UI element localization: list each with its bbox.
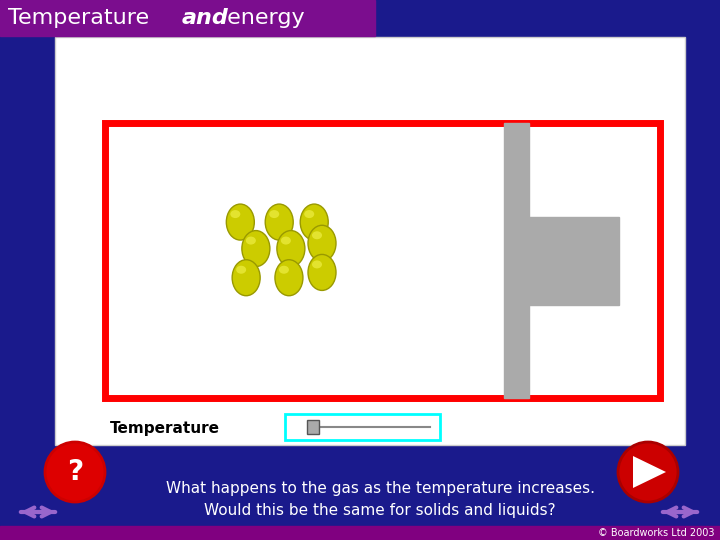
Text: Temperature: Temperature <box>110 421 220 435</box>
Circle shape <box>45 442 105 502</box>
Ellipse shape <box>242 231 270 267</box>
Ellipse shape <box>312 260 322 268</box>
Ellipse shape <box>281 237 291 245</box>
Text: Would this be the same for solids and liquids?: Would this be the same for solids and li… <box>204 503 556 517</box>
Ellipse shape <box>236 266 246 274</box>
Ellipse shape <box>312 231 322 239</box>
Bar <box>529 217 619 305</box>
Text: © Boardworks Ltd 2003: © Boardworks Ltd 2003 <box>598 528 715 538</box>
Ellipse shape <box>265 204 293 240</box>
Ellipse shape <box>308 225 336 261</box>
Bar <box>307 420 319 434</box>
Ellipse shape <box>275 260 303 296</box>
Polygon shape <box>633 456 666 488</box>
Circle shape <box>618 442 678 502</box>
Ellipse shape <box>308 254 336 291</box>
Bar <box>0 0 375 36</box>
Ellipse shape <box>279 266 289 274</box>
Ellipse shape <box>246 237 256 245</box>
Ellipse shape <box>226 204 254 240</box>
Ellipse shape <box>232 260 260 296</box>
Text: What happens to the gas as the temperature increases.: What happens to the gas as the temperatu… <box>166 481 595 496</box>
Ellipse shape <box>305 210 314 218</box>
Bar <box>0 526 720 540</box>
Bar <box>504 123 529 398</box>
Bar <box>105 123 660 398</box>
Text: and: and <box>182 8 229 28</box>
Ellipse shape <box>300 204 328 240</box>
Ellipse shape <box>277 231 305 267</box>
Text: Temperature: Temperature <box>8 8 156 28</box>
Ellipse shape <box>269 210 279 218</box>
Bar <box>55 37 685 445</box>
Text: ?: ? <box>67 458 83 486</box>
Bar <box>285 414 440 440</box>
Ellipse shape <box>230 210 240 218</box>
Text: energy: energy <box>220 8 305 28</box>
